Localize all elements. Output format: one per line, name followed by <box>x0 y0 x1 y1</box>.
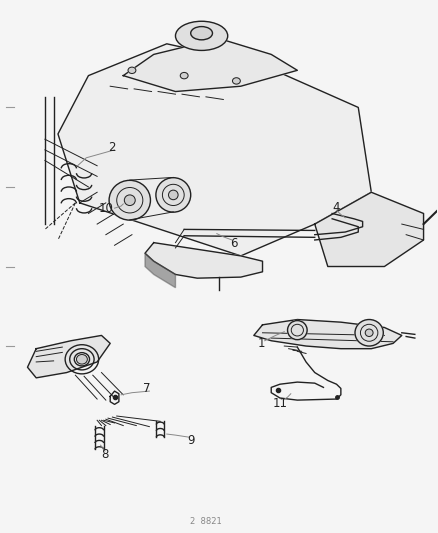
Text: 11: 11 <box>272 397 287 410</box>
Polygon shape <box>145 253 176 288</box>
Ellipse shape <box>288 320 307 340</box>
Ellipse shape <box>128 67 136 74</box>
Ellipse shape <box>365 329 373 336</box>
Ellipse shape <box>124 195 135 206</box>
Text: 2  8821: 2 8821 <box>190 518 222 526</box>
Ellipse shape <box>156 177 191 212</box>
Text: 4: 4 <box>333 200 340 214</box>
Polygon shape <box>123 38 297 92</box>
Polygon shape <box>145 243 262 278</box>
Text: 8: 8 <box>101 448 109 461</box>
Polygon shape <box>28 335 110 378</box>
Ellipse shape <box>176 21 228 51</box>
Ellipse shape <box>355 319 383 346</box>
Text: 6: 6 <box>230 237 238 249</box>
Ellipse shape <box>180 72 188 79</box>
Polygon shape <box>58 44 371 256</box>
Polygon shape <box>254 319 402 349</box>
Ellipse shape <box>191 27 212 40</box>
Text: 7: 7 <box>143 382 151 395</box>
Text: 10: 10 <box>99 201 113 215</box>
Text: 1: 1 <box>258 337 265 350</box>
Ellipse shape <box>169 190 178 200</box>
Ellipse shape <box>77 354 87 364</box>
Ellipse shape <box>109 180 150 220</box>
Ellipse shape <box>233 78 240 84</box>
Text: 9: 9 <box>187 434 194 447</box>
Text: 2: 2 <box>109 141 116 154</box>
Polygon shape <box>315 192 424 266</box>
